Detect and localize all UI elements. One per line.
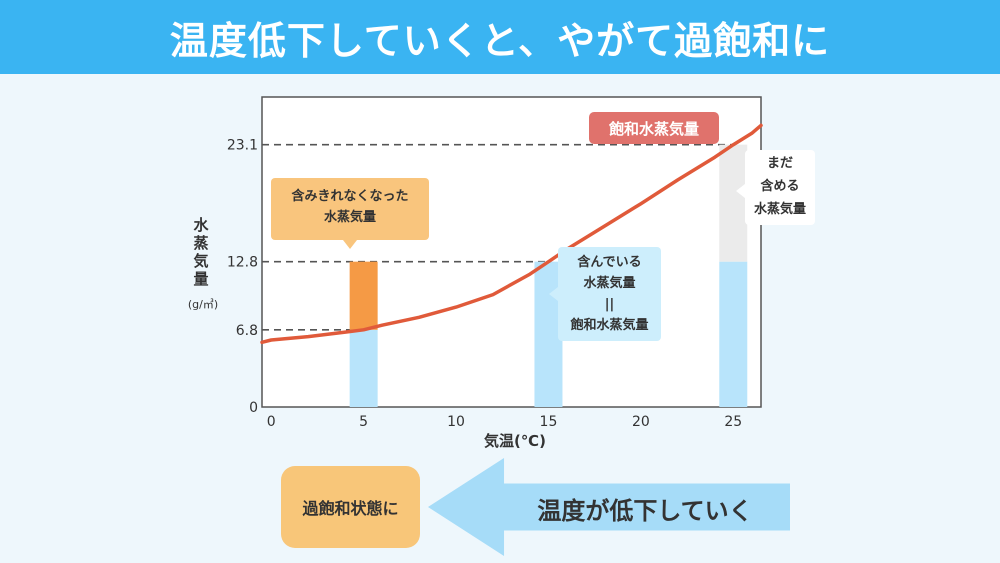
y-axis-unit: (g/㎥) bbox=[187, 298, 219, 311]
callout-line: 含みきれなくなった bbox=[291, 189, 409, 204]
saturation-curve bbox=[260, 123, 763, 345]
callout-line: 含んでいる bbox=[577, 255, 642, 270]
remaining-capacity-callout: まだ 含める 水蒸気量 bbox=[736, 150, 815, 225]
supersaturation-box: 過飽和状態に bbox=[281, 466, 420, 548]
plot-area bbox=[261, 96, 762, 408]
x-tick-label: 0 bbox=[267, 414, 276, 430]
page-title: 温度低下していくと、やがて過飽和に bbox=[0, 0, 1000, 74]
x-axis-label: 気温(℃) bbox=[484, 432, 546, 450]
contained-vapor-callout: 含んでいる 水蒸気量 || 飽和水蒸気量 bbox=[549, 247, 661, 341]
bar-contained-segment bbox=[719, 261, 748, 407]
callout-line: 水蒸気量 bbox=[583, 276, 636, 291]
callout-line: 飽和水蒸気量 bbox=[570, 318, 649, 333]
x-tick-label: 15 bbox=[540, 414, 558, 430]
bar-contained-segment bbox=[534, 261, 563, 407]
bar-remaining-segment bbox=[719, 144, 748, 262]
y-tick-label: 6.8 bbox=[236, 323, 258, 339]
x-tick-label: 20 bbox=[632, 414, 650, 430]
callout-line: 含める bbox=[760, 179, 800, 194]
bar-contained-segment bbox=[349, 329, 378, 407]
callout-line: 水蒸気量 bbox=[323, 210, 376, 225]
excess-vapor-callout: 含みきれなくなった 水蒸気量 bbox=[271, 178, 429, 249]
callout-line: まだ bbox=[766, 156, 793, 171]
arrow-label: 温度が低下していく bbox=[537, 496, 753, 525]
x-tick-label: 10 bbox=[447, 414, 465, 430]
x-tick-label: 25 bbox=[724, 414, 742, 430]
callout-line: || bbox=[604, 297, 615, 312]
y-tick-label: 0 bbox=[249, 400, 258, 416]
x-tick-label: 5 bbox=[359, 414, 368, 430]
y-axis-label: 水蒸気量 bbox=[193, 216, 209, 288]
y-tick-label: 12.8 bbox=[227, 255, 258, 271]
y-tick-label: 23.1 bbox=[227, 138, 258, 154]
bar-excess-segment bbox=[349, 261, 378, 330]
saturation-curve-label: 飽和水蒸気量 bbox=[589, 112, 719, 144]
callout-line: 水蒸気量 bbox=[753, 202, 806, 217]
